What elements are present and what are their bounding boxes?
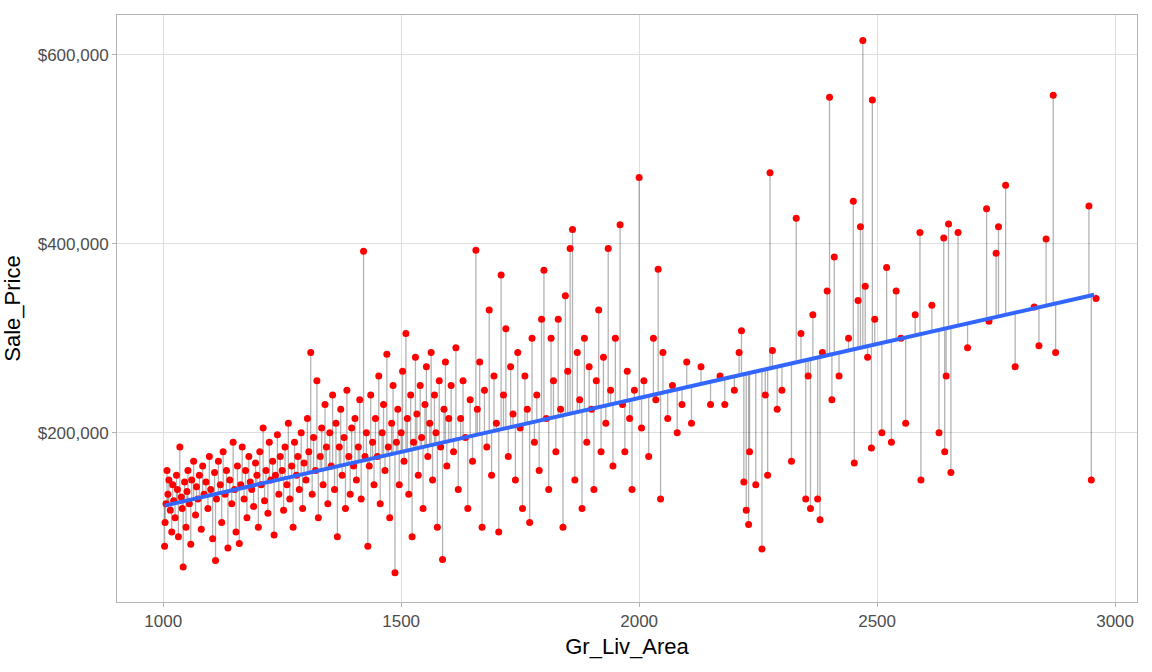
svg-text:$400,000: $400,000 (38, 235, 109, 254)
svg-text:1500: 1500 (382, 612, 420, 631)
svg-text:1000: 1000 (144, 612, 182, 631)
svg-text:2000: 2000 (620, 612, 658, 631)
svg-text:2500: 2500 (858, 612, 896, 631)
svg-text:3000: 3000 (1096, 612, 1134, 631)
svg-text:$200,000: $200,000 (38, 424, 109, 443)
svg-text:Gr_Liv_Area: Gr_Liv_Area (565, 634, 689, 659)
svg-text:$600,000: $600,000 (38, 46, 109, 65)
svg-text:Sale_Price: Sale_Price (0, 255, 25, 361)
